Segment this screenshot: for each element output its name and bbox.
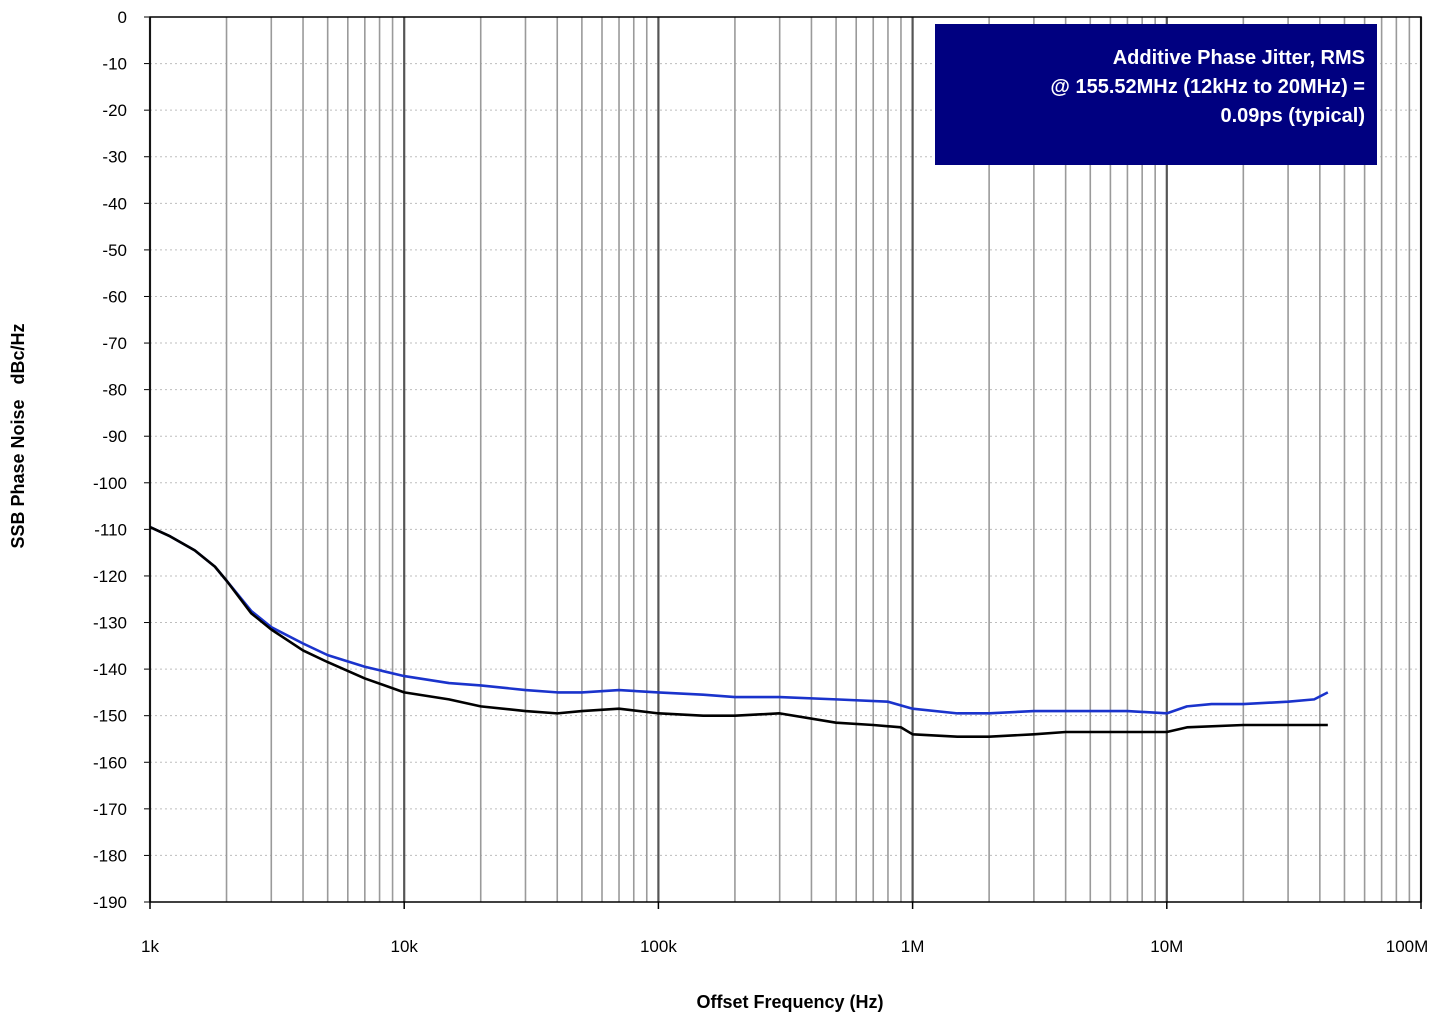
series-line-1 [149,525,1328,738]
series-lines [149,525,1329,738]
y-tick-label-7: -70 [102,334,127,353]
annotation-line-3: 0.09ps (typical) [1220,105,1365,127]
y-tick-label-19: -190 [93,893,127,912]
annotation-line-2: @ 155.52MHz (12kHz to 20MHz) = [1050,76,1365,98]
y-tick-label-5: -50 [102,241,127,260]
y-tick-label-13: -130 [93,614,127,633]
x-tick-labels: 1k 10k 100k 1M 10M 100M [141,937,1428,956]
jitter-annotation: Additive Phase Jitter, RMS @ 155.52MHz (… [935,24,1377,165]
y-tick-label-14: -140 [93,660,127,679]
y-tick-label-3: -30 [102,148,127,167]
y-tick-label-10: -100 [93,474,127,493]
y-tick-label-1: -10 [102,55,127,74]
series-line-0 [149,525,1329,715]
y-tick-label-8: -80 [102,381,127,400]
y-axis-title: SSB Phase Noise dBc/Hz [8,323,28,548]
y-tick-label-18: -180 [93,846,127,865]
y-tick-label-11: -110 [94,520,127,539]
x-axis-title: Offset Frequency (Hz) [696,992,883,1012]
y-tick-label-15: -150 [93,707,127,726]
y-tick-label-2: -20 [102,101,127,120]
y-tick-labels: 0 -10 -20 -30 -40 -50 -60 -70 -80 -90 -100 -110 -120… [93,8,127,912]
x-tick-label-5: 100M [1386,937,1429,956]
y-tick-label-16: -160 [93,753,127,772]
x-tick-label-2: 100k [640,937,677,956]
x-tick-label-4: 10M [1150,937,1183,956]
y-tick-label-0: 0 [118,8,127,27]
y-tick-label-9: -90 [102,427,127,446]
x-tick-label-0: 1k [141,937,159,956]
y-tick-label-17: -170 [93,800,127,819]
x-tick-label-1: 10k [390,937,418,956]
y-tick-label-12: -120 [93,567,127,586]
x-tick-label-3: 1M [901,937,925,956]
annotation-line-1: Additive Phase Jitter, RMS [1112,47,1365,69]
y-tick-label-6: -60 [102,287,127,306]
y-tick-label-4: -40 [102,194,127,213]
plot-frame [149,16,1422,903]
